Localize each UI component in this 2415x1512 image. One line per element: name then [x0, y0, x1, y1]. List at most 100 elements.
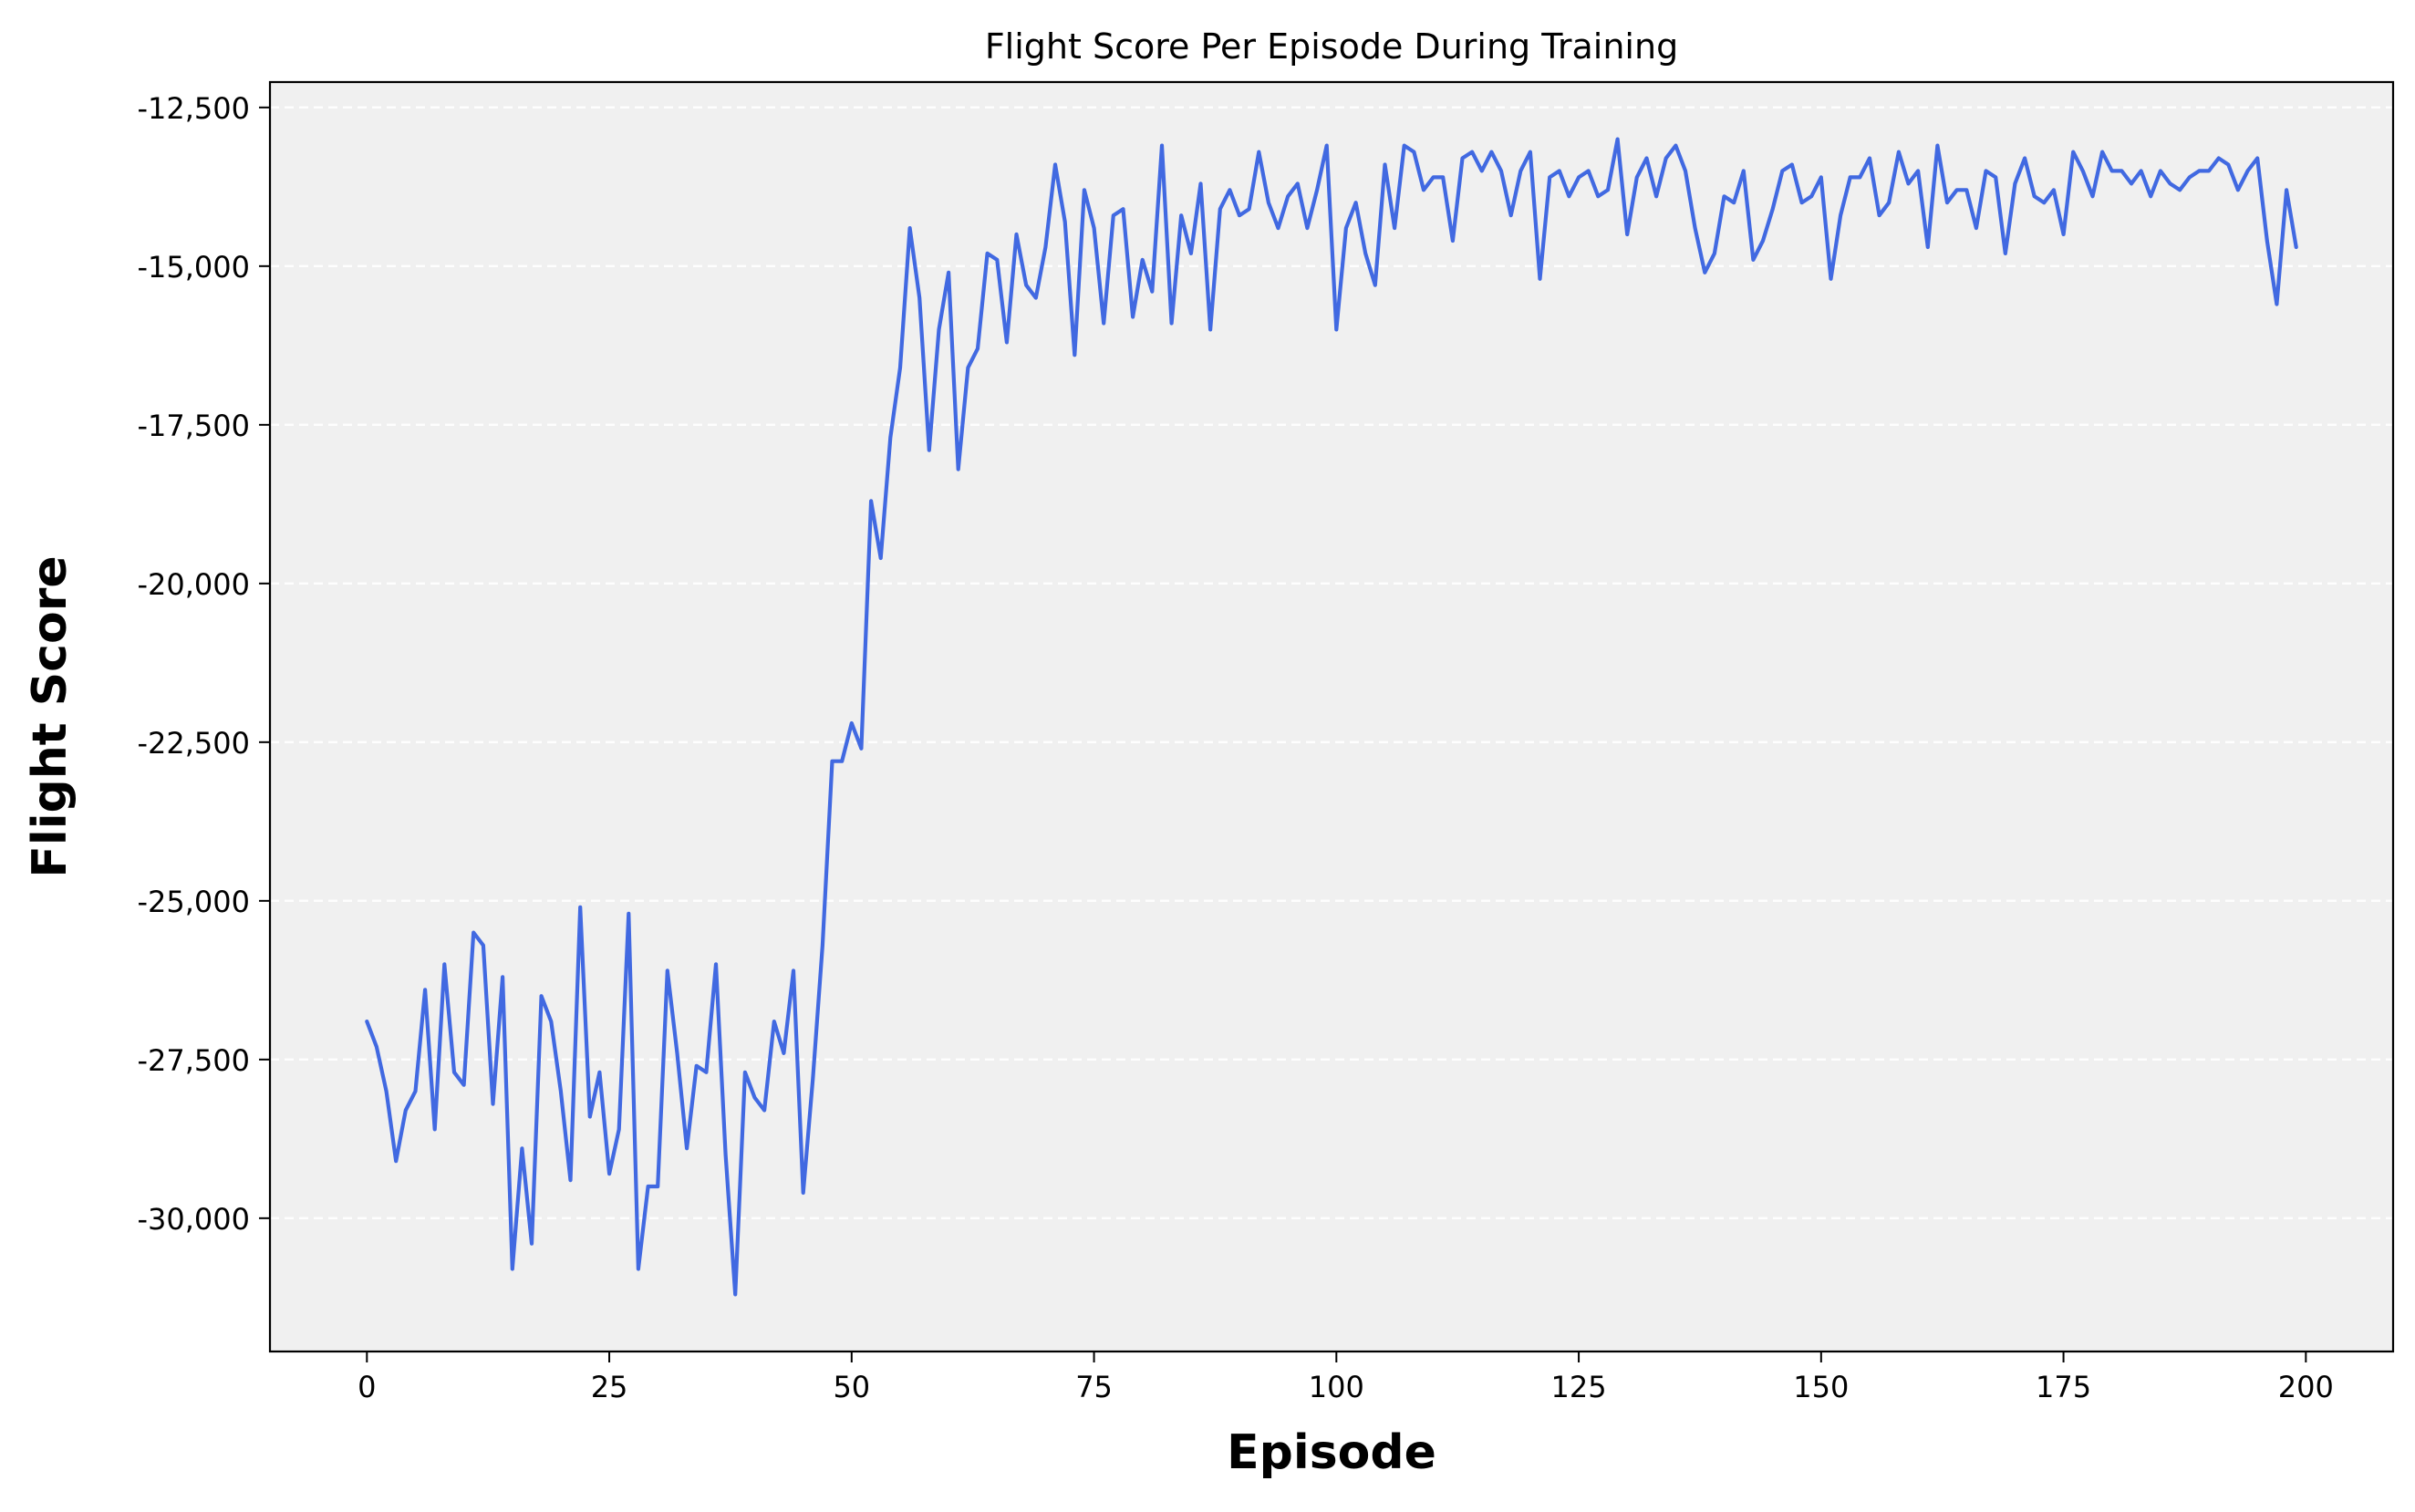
data-point — [1383, 162, 1387, 167]
data-point — [1334, 327, 1338, 331]
data-point — [1984, 169, 1988, 172]
data-point — [1363, 252, 1367, 255]
data-point — [2062, 233, 2066, 236]
data-point — [2071, 150, 2075, 154]
data-point — [1771, 207, 1775, 211]
data-point — [413, 1090, 418, 1093]
data-point — [520, 1146, 524, 1150]
data-point — [782, 1051, 786, 1055]
data-point — [1878, 213, 1881, 217]
data-point — [1654, 194, 1658, 198]
x-tick-label: 0 — [358, 1370, 376, 1404]
data-point — [869, 499, 873, 503]
data-point — [1393, 226, 1396, 230]
data-point — [1616, 138, 1620, 141]
x-tick-label: 125 — [1551, 1370, 1607, 1404]
data-point — [1053, 162, 1057, 167]
y-tick-label: -15,000 — [137, 250, 250, 285]
data-point — [559, 1090, 563, 1093]
data-point — [1868, 156, 1871, 161]
flight-score-line — [365, 137, 2298, 1297]
y-tick-label: -12,500 — [137, 91, 250, 126]
data-point — [986, 252, 990, 255]
data-point — [1974, 226, 1978, 230]
data-point — [462, 1083, 466, 1087]
data-point — [2295, 245, 2298, 249]
data-point — [1664, 156, 1668, 161]
data-point — [1635, 175, 1639, 179]
data-point — [1093, 226, 1096, 230]
data-point — [549, 1020, 553, 1023]
data-point — [1529, 150, 1532, 154]
data-point — [2120, 169, 2123, 172]
data-point — [1198, 181, 1203, 185]
data-point — [442, 962, 446, 966]
data-point — [1276, 226, 1280, 230]
data-point — [1005, 340, 1009, 344]
data-point — [762, 1108, 766, 1113]
data-point — [724, 1153, 728, 1156]
data-point — [1577, 175, 1581, 179]
data-point — [385, 1090, 389, 1093]
data-point — [1238, 213, 1241, 217]
x-tick-label: 200 — [2278, 1370, 2334, 1404]
data-point — [1131, 315, 1135, 319]
data-point — [568, 1178, 573, 1182]
data-point — [2130, 181, 2133, 185]
data-point — [511, 1267, 514, 1271]
data-point — [1684, 169, 1687, 172]
data-point — [1849, 175, 1852, 179]
data-point — [1916, 169, 1920, 172]
data-point — [1112, 213, 1115, 217]
data-point — [1906, 181, 1911, 185]
data-point — [2265, 239, 2269, 243]
data-point — [404, 1108, 408, 1113]
data-point — [976, 347, 979, 350]
data-point — [1014, 233, 1019, 236]
data-point — [1518, 169, 1522, 172]
data-point — [802, 1191, 805, 1195]
data-point — [1945, 201, 1949, 204]
data-point — [1043, 245, 1047, 249]
data-point — [928, 449, 931, 452]
y-tick-label: -25,000 — [137, 885, 250, 919]
data-point — [1703, 271, 1706, 274]
data-point — [501, 975, 504, 979]
data-point — [2100, 150, 2104, 154]
data-point — [472, 931, 475, 935]
data-point — [1170, 321, 1174, 326]
data-point — [898, 366, 902, 369]
data-point — [1829, 277, 1833, 281]
data-point — [1480, 169, 1484, 172]
y-axis-ticks: -12,500 -15,000 -17,500 -20,000 -22,500 -25,0… — [137, 91, 270, 1237]
data-point — [859, 747, 864, 751]
data-point — [1722, 194, 1726, 198]
data-point — [1548, 175, 1551, 179]
data-point — [733, 1292, 737, 1296]
data-point — [995, 258, 999, 262]
data-point — [957, 468, 960, 471]
data-point — [1926, 245, 1930, 249]
data-point — [1887, 201, 1891, 204]
data-point — [1403, 144, 1406, 148]
data-point — [2159, 169, 2162, 172]
data-point — [1761, 239, 1765, 243]
data-point — [637, 1267, 640, 1271]
data-point — [1819, 175, 1823, 179]
data-point — [1489, 150, 1493, 154]
data-point — [1460, 156, 1465, 161]
data-point — [1780, 169, 1784, 172]
data-point — [2081, 169, 2085, 172]
data-point — [1208, 327, 1212, 331]
data-point — [1073, 353, 1076, 357]
data-point — [1587, 169, 1591, 172]
data-point — [1499, 169, 1503, 172]
data-point — [1625, 233, 1629, 236]
data-point — [1354, 201, 1358, 204]
data-point — [908, 226, 912, 230]
data-point — [704, 1071, 709, 1074]
data-point — [433, 1127, 437, 1131]
data-point — [1858, 175, 1861, 179]
data-point — [1150, 290, 1154, 294]
data-point — [2013, 181, 2016, 185]
